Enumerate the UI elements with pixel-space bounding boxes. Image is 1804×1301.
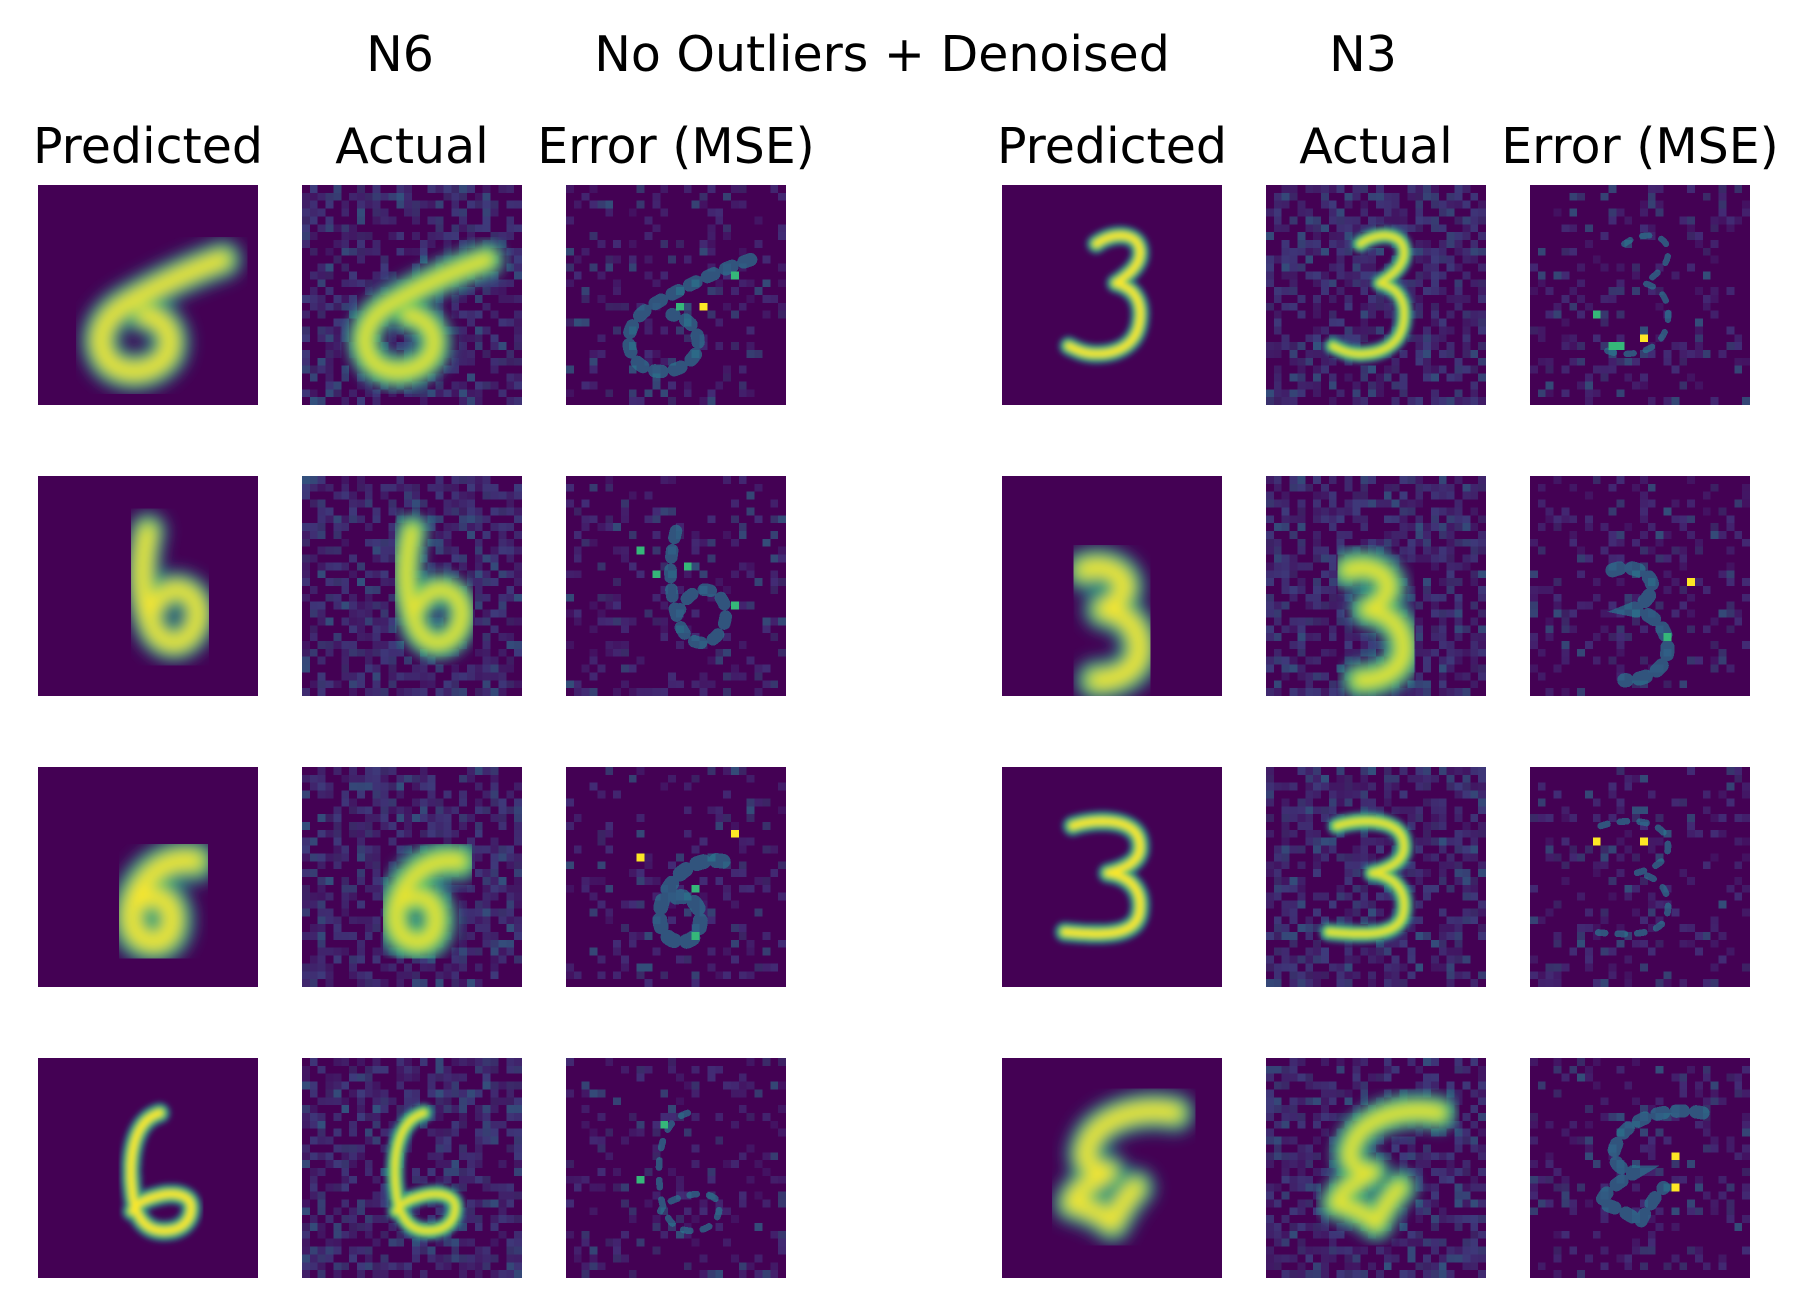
error-image-n3-row-3 [1530,767,1750,987]
predicted-image-n6-row-2 [38,476,258,696]
error-image-n3-row-4 [1530,1058,1750,1278]
error-image-n6-row-2 [566,476,786,696]
figure-title: No Outliers + Denoised [594,26,1170,83]
predicted-image-n6-row-1 [38,185,258,405]
error-image-n6-row-1 [566,185,786,405]
column-title-error: Error (MSE) [1501,118,1779,175]
column-title-predicted: Predicted [32,118,264,175]
error-image-n3-row-2 [1530,476,1750,696]
actual-image-n3-row-2 [1266,476,1486,696]
column-title-actual: Actual [335,118,489,175]
column-title-actual: Actual [1299,118,1453,175]
actual-image-n6-row-3 [302,767,522,987]
group-label-n6: N6 [366,26,434,83]
group-label-n3: N3 [1329,26,1397,83]
error-image-n6-row-3 [566,767,786,987]
predicted-image-n3-row-2 [1002,476,1222,696]
predicted-image-n3-row-1 [1002,185,1222,405]
actual-image-n6-row-2 [302,476,522,696]
error-image-n6-row-4 [566,1058,786,1278]
actual-image-n6-row-1 [302,185,522,405]
predicted-image-n6-row-3 [38,767,258,987]
column-title-error: Error (MSE) [537,118,815,175]
actual-image-n6-row-4 [302,1058,522,1278]
actual-image-n3-row-4 [1266,1058,1486,1278]
predicted-image-n3-row-4 [1002,1058,1222,1278]
predicted-image-n3-row-3 [1002,767,1222,987]
predicted-image-n6-row-4 [38,1058,258,1278]
actual-image-n3-row-1 [1266,185,1486,405]
error-image-n3-row-1 [1530,185,1750,405]
actual-image-n3-row-3 [1266,767,1486,987]
column-title-predicted: Predicted [996,118,1228,175]
